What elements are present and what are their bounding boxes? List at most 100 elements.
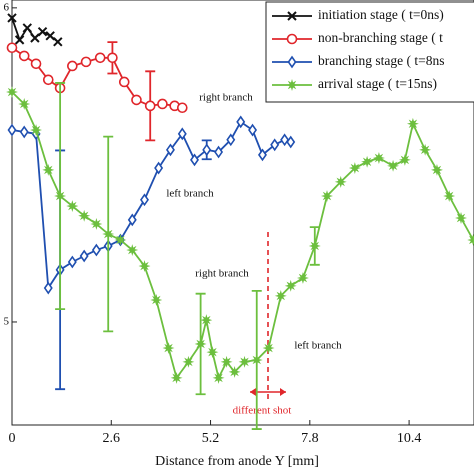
marker bbox=[206, 346, 219, 359]
marker bbox=[6, 42, 18, 54]
marker bbox=[455, 212, 467, 224]
annotation: right branch bbox=[199, 92, 253, 104]
annotation: right branch bbox=[195, 268, 249, 280]
marker bbox=[176, 102, 188, 114]
marker bbox=[54, 190, 67, 202]
y-tick-label: 5 bbox=[4, 316, 10, 328]
marker bbox=[212, 371, 225, 384]
marker bbox=[190, 153, 199, 167]
series-line bbox=[11, 91, 474, 381]
marker bbox=[372, 152, 385, 164]
marker bbox=[131, 94, 142, 106]
marker bbox=[200, 314, 213, 327]
marker bbox=[53, 37, 63, 47]
marker bbox=[107, 52, 118, 64]
marker bbox=[7, 123, 17, 137]
y-tick-label: 6 bbox=[4, 1, 10, 13]
marker bbox=[102, 228, 115, 240]
legend-marker bbox=[286, 33, 298, 45]
marker bbox=[140, 193, 149, 207]
marker bbox=[45, 31, 55, 41]
marker bbox=[144, 100, 156, 112]
marker bbox=[7, 13, 17, 23]
marker bbox=[182, 355, 195, 368]
marker bbox=[19, 125, 29, 139]
legend-marker bbox=[287, 11, 297, 21]
marker bbox=[262, 342, 275, 354]
x-axis-label: Distance from anode Y [mm] bbox=[155, 454, 319, 469]
marker bbox=[42, 74, 54, 86]
marker bbox=[118, 76, 130, 88]
marker bbox=[202, 143, 212, 157]
marker bbox=[150, 294, 163, 306]
annotation: left branch bbox=[294, 340, 342, 352]
marker bbox=[30, 124, 42, 136]
marker bbox=[406, 117, 419, 130]
marker bbox=[238, 355, 251, 368]
marker bbox=[220, 355, 233, 368]
marker bbox=[94, 52, 106, 64]
marker bbox=[280, 133, 290, 147]
legend-label: non-branching stage ( t bbox=[318, 30, 443, 45]
marker bbox=[228, 365, 241, 378]
x-tick-label: 2.6 bbox=[103, 431, 121, 446]
marker bbox=[66, 200, 79, 213]
marker bbox=[78, 209, 91, 222]
marker bbox=[91, 243, 101, 257]
marker bbox=[250, 354, 263, 366]
marker bbox=[419, 143, 432, 156]
marker bbox=[138, 260, 151, 273]
marker bbox=[348, 162, 361, 174]
marker bbox=[274, 289, 287, 302]
marker bbox=[79, 249, 89, 263]
legend-label: initiation stage ( t=0ns) bbox=[318, 7, 444, 22]
marker bbox=[321, 190, 333, 202]
marker bbox=[270, 138, 280, 152]
marker bbox=[431, 163, 443, 176]
marker bbox=[387, 159, 399, 172]
marker bbox=[37, 27, 48, 37]
series-line bbox=[11, 120, 292, 291]
marker bbox=[6, 86, 18, 98]
marker bbox=[14, 35, 25, 45]
legend-marker bbox=[286, 79, 298, 91]
marker bbox=[162, 342, 175, 354]
legend-label: arrival stage ( t=15ns) bbox=[318, 76, 437, 91]
marker bbox=[127, 213, 137, 227]
marker bbox=[67, 255, 77, 269]
marker bbox=[297, 272, 309, 284]
marker bbox=[443, 190, 456, 202]
legend-marker bbox=[287, 55, 297, 69]
marker bbox=[42, 163, 55, 176]
marker bbox=[67, 60, 78, 72]
marker bbox=[257, 148, 267, 162]
marker bbox=[90, 218, 103, 230]
marker bbox=[154, 161, 164, 175]
marker bbox=[80, 56, 92, 68]
marker bbox=[398, 153, 411, 166]
marker bbox=[214, 145, 224, 159]
marker bbox=[165, 143, 175, 157]
marker bbox=[43, 281, 53, 295]
plot-frame bbox=[11, 0, 474, 426]
marker bbox=[126, 244, 139, 256]
marker bbox=[157, 98, 168, 110]
marker bbox=[286, 135, 296, 149]
marker bbox=[18, 98, 31, 110]
marker bbox=[248, 123, 258, 137]
annotation: left branch bbox=[166, 188, 214, 200]
marker bbox=[467, 234, 474, 246]
marker bbox=[194, 338, 207, 350]
marker bbox=[308, 240, 321, 252]
marker bbox=[236, 115, 246, 129]
marker bbox=[114, 234, 127, 246]
marker bbox=[22, 23, 32, 33]
marker bbox=[361, 155, 374, 168]
marker bbox=[18, 50, 30, 62]
marker bbox=[30, 33, 40, 43]
marker bbox=[334, 175, 347, 188]
x-tick-label: 5.2 bbox=[202, 431, 220, 446]
marker bbox=[177, 127, 187, 141]
marker bbox=[170, 371, 183, 384]
